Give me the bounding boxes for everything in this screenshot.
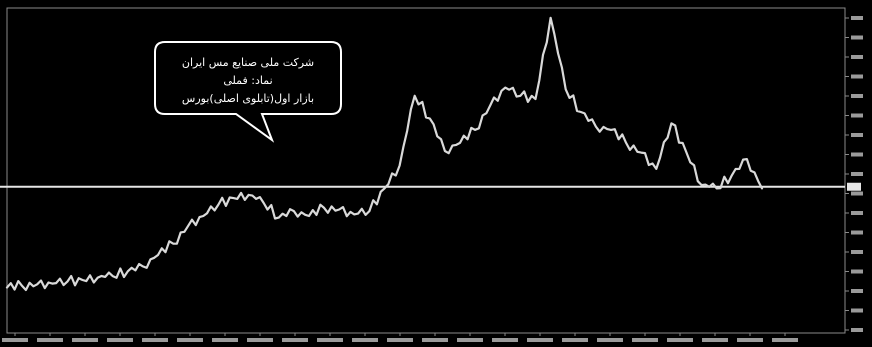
x-tick-label-mark <box>107 338 133 342</box>
x-tick-label-mark <box>457 338 483 342</box>
annotation-line: نماد: فملی <box>223 74 272 87</box>
y-tick-label-mark <box>851 133 863 137</box>
series-layer <box>5 16 764 292</box>
x-tick-label-mark <box>317 338 343 342</box>
y-tick-label-mark <box>851 191 863 196</box>
y-tick-label-mark <box>851 94 863 98</box>
x-tick-label-mark <box>212 338 238 342</box>
y-tick-label-mark <box>851 289 863 293</box>
x-tick-label-mark <box>387 338 413 342</box>
x-tick-label-mark <box>177 338 203 342</box>
y-tick-label-mark <box>851 74 863 79</box>
annotation-line: شرکت ملی صنایع مس ایران <box>182 56 314 69</box>
reference-price-tag <box>847 182 861 191</box>
x-tick-label-mark <box>422 338 448 342</box>
plot-layer <box>6 7 846 334</box>
plot-frame <box>6 7 846 334</box>
x-tick-label-mark <box>142 338 168 342</box>
x-tick-label-mark <box>72 338 98 342</box>
y-tick-label-mark <box>851 152 863 157</box>
x-tick-label-mark <box>632 338 658 342</box>
y-tick-label-mark <box>851 55 863 59</box>
annotation-line: بازار اول(تابلوی اصلی)بورس <box>182 92 314 105</box>
x-tick-label-mark <box>562 338 588 342</box>
x-tick-label-mark <box>2 338 28 342</box>
x-tick-label-mark <box>597 338 623 342</box>
y-tick-label-mark <box>851 269 863 274</box>
y-tick-label-mark <box>851 35 863 40</box>
callout-layer: شرکت ملی صنایع مس ایران نماد: فملی بازار… <box>154 41 342 143</box>
reference-layer <box>0 182 861 191</box>
y-tick-label-mark <box>851 328 863 332</box>
axis-layer <box>2 16 863 342</box>
y-tick-label-mark <box>851 113 863 118</box>
y-tick-label-mark <box>851 250 863 254</box>
y-tick-label-mark <box>851 230 863 235</box>
series-line <box>5 16 764 292</box>
y-tick-label-mark <box>851 172 863 176</box>
x-tick-label-mark <box>702 338 728 342</box>
x-tick-label-mark <box>492 338 518 342</box>
x-tick-label-mark <box>667 338 693 342</box>
x-tick-label-mark <box>247 338 273 342</box>
x-tick-label-mark <box>527 338 553 342</box>
x-tick-label-mark <box>352 338 378 342</box>
x-tick-label-mark <box>282 338 308 342</box>
x-tick-label-mark <box>37 338 63 342</box>
annotation-callout <box>154 41 342 143</box>
x-tick-label-mark <box>737 338 763 342</box>
x-tick-label-mark <box>772 338 798 342</box>
y-tick-label-mark <box>851 16 863 20</box>
y-tick-label-mark <box>851 211 863 215</box>
y-tick-label-mark <box>851 308 863 313</box>
